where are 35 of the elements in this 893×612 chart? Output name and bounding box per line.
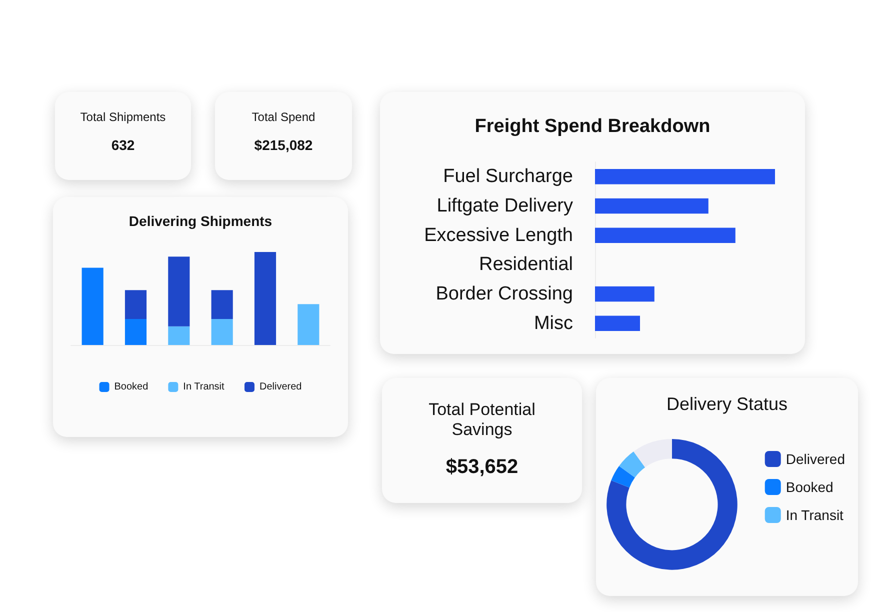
chart-title: Delivering Shipments <box>128 213 272 229</box>
bar <box>254 252 276 345</box>
text: $53,652 <box>444 456 520 479</box>
bar <box>124 290 147 319</box>
legend-label: In Transit <box>183 382 225 392</box>
bar <box>168 256 190 326</box>
bar <box>595 286 654 302</box>
text: Total Shipments <box>79 110 167 124</box>
legend-label: In Transit <box>786 507 844 523</box>
bar <box>168 326 190 345</box>
bar <box>124 318 147 345</box>
y-tick-label: Residential <box>479 254 573 276</box>
text: 632 <box>110 137 136 153</box>
legend-label: Delivered <box>786 451 846 467</box>
bar <box>595 316 640 331</box>
text: $215,082 <box>253 137 314 153</box>
y-tick-label: Excessive Length <box>424 224 573 246</box>
bar <box>211 290 233 319</box>
bar <box>595 198 708 214</box>
bar <box>211 318 233 345</box>
chart-title: Delivery Status <box>666 394 788 414</box>
legend-label: Delivered <box>259 382 302 392</box>
chart-title: Freight Spend Breakdown <box>474 116 710 137</box>
bar <box>298 304 320 345</box>
y-tick-label: Misc <box>534 312 573 334</box>
bar <box>595 169 775 184</box>
bar <box>82 268 104 345</box>
y-tick-label: Liftgate Delivery <box>436 196 574 216</box>
legend-label: Booked <box>114 382 148 392</box>
y-tick-label: Border Crossing <box>436 284 573 304</box>
y-tick-label: Fuel Surcharge <box>443 166 573 188</box>
legend-label: Booked <box>786 479 834 495</box>
bar <box>595 228 736 243</box>
text: Total Potential Savings <box>428 400 536 440</box>
text: Total Spend <box>250 110 316 124</box>
